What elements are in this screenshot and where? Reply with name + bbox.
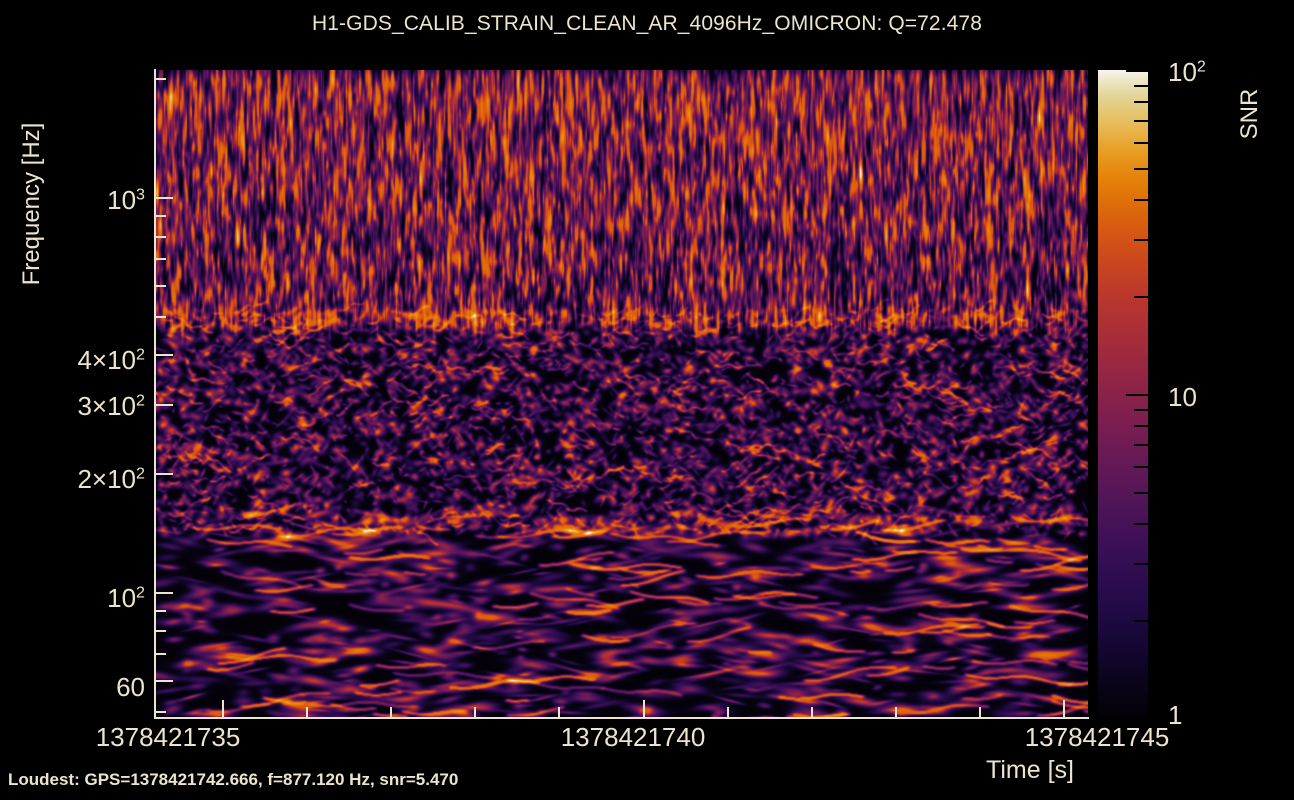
y-tick-1 xyxy=(155,680,173,682)
y-tick-11 xyxy=(155,258,166,260)
x-tick-label-2: 1378421745 xyxy=(1024,722,1170,752)
y-tick-7 xyxy=(155,404,173,406)
x-tick-1378421741 xyxy=(727,707,729,718)
colorbar-tick-12 xyxy=(1134,199,1148,201)
y-tick-12 xyxy=(155,236,166,238)
colorbar-tick-2 xyxy=(1134,563,1148,565)
spectrogram-plot-area[interactable] xyxy=(155,70,1088,718)
colorbar-tick-16 xyxy=(1134,101,1148,103)
y-tick-5 xyxy=(155,592,173,594)
y-tick-label-1: 4×102 xyxy=(77,345,145,375)
y-tick-14 xyxy=(155,197,173,199)
x-axis-line xyxy=(154,717,1089,719)
x-tick-1378421745 xyxy=(1063,700,1065,718)
colorbar-tick-11 xyxy=(1134,239,1148,241)
x-tick-1378421744 xyxy=(979,707,981,718)
x-tick-label-1: 1378421740 xyxy=(560,722,706,752)
colorbar-tick-5 xyxy=(1134,466,1148,468)
x-tick-1378421736 xyxy=(306,707,308,718)
colorbar-tick-label-2: 1 xyxy=(1168,700,1183,730)
y-tick-13 xyxy=(155,215,166,217)
x-tick-label-0: 1378421735 xyxy=(95,722,241,752)
colorbar-tick-10 xyxy=(1134,296,1148,298)
y-tick-8 xyxy=(155,354,173,356)
loudest-event-annotation: Loudest: GPS=1378421742.666, f=877.120 H… xyxy=(8,770,459,789)
y-tick-3 xyxy=(155,630,166,632)
colorbar-tick-3 xyxy=(1134,523,1148,525)
colorbar[interactable] xyxy=(1098,70,1148,720)
spectrogram-canvas[interactable] xyxy=(155,70,1088,718)
y-tick-6 xyxy=(155,473,173,475)
colorbar-tick-15 xyxy=(1134,120,1148,122)
y-axis-line xyxy=(154,69,156,719)
colorbar-tick-6 xyxy=(1134,444,1148,446)
y-tick-0 xyxy=(155,711,166,713)
y-tick-10 xyxy=(155,285,166,287)
colorbar-tick-1 xyxy=(1134,620,1148,622)
y-tick-label-4: 102 xyxy=(107,583,145,613)
y-tick-label-3: 2×102 xyxy=(77,464,145,494)
y-tick-15 xyxy=(155,78,166,80)
y-tick-label-0: 103 xyxy=(107,185,145,215)
y-tick-9 xyxy=(155,316,166,318)
colorbar-tick-17 xyxy=(1134,85,1148,87)
colorbar-tick-8 xyxy=(1134,409,1148,411)
colorbar-tick-18 xyxy=(1126,70,1148,72)
x-tick-1378421737 xyxy=(390,707,392,718)
x-tick-1378421740 xyxy=(643,700,645,718)
colorbar-title: SNR xyxy=(1236,88,1263,140)
x-tick-1378421739 xyxy=(558,707,560,718)
y-axis-title: Frequency [Hz] xyxy=(18,122,45,286)
colorbar-tick-14 xyxy=(1134,142,1148,144)
colorbar-tick-label-0: 102 xyxy=(1168,57,1206,87)
y-tick-label-2: 3×102 xyxy=(77,391,145,421)
colorbar-tick-0 xyxy=(1126,718,1148,720)
y-tick-4 xyxy=(155,610,166,612)
page-title: H1-GDS_CALIB_STRAIN_CLEAN_AR_4096Hz_OMIC… xyxy=(312,12,982,35)
x-tick-1378421742 xyxy=(811,707,813,718)
x-tick-1378421743 xyxy=(895,707,897,718)
x-tick-1378421735 xyxy=(222,700,224,718)
colorbar-tick-7 xyxy=(1134,425,1148,427)
y-tick-label-5: 60 xyxy=(116,672,145,702)
x-axis-title: Time [s] xyxy=(986,756,1074,784)
colorbar-tick-label-1: 10 xyxy=(1168,382,1197,412)
colorbar-tick-13 xyxy=(1134,168,1148,170)
colorbar-tick-4 xyxy=(1134,492,1148,494)
colorbar-tick-9 xyxy=(1126,394,1148,396)
x-tick-1378421738 xyxy=(474,707,476,718)
y-tick-2 xyxy=(155,653,166,655)
